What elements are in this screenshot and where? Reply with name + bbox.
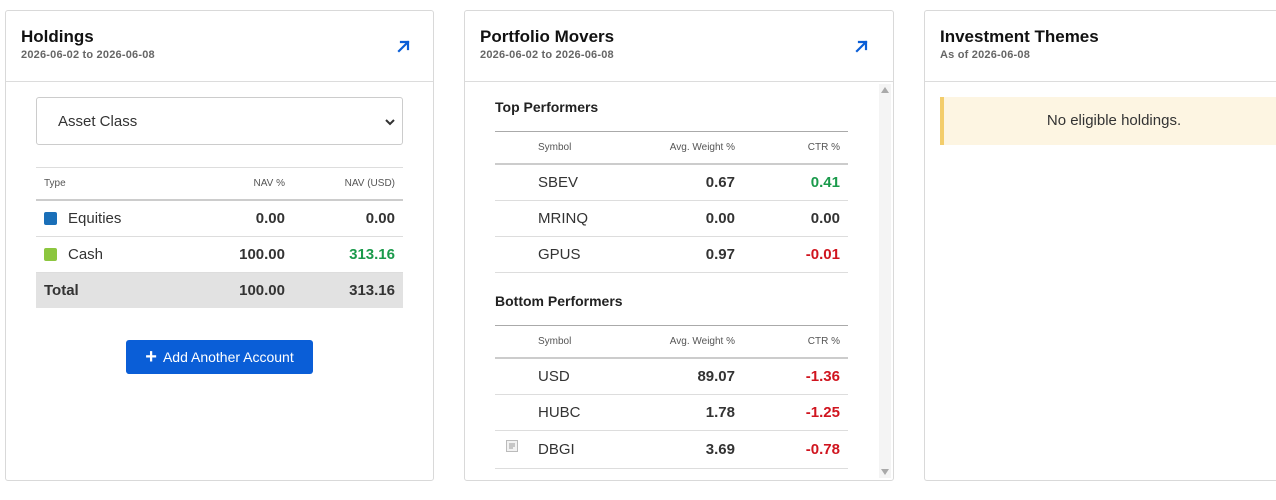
- equities-swatch: [44, 212, 57, 225]
- row-weight: 0.97: [705, 246, 735, 263]
- table-row: Equities 0.00 0.00: [36, 201, 403, 237]
- col-nav-pct: NAV %: [253, 178, 286, 189]
- bottom-performers-table: Symbol Avg. Weight % CTR % USD 89.07 -1.…: [495, 325, 848, 469]
- col-ctr: CTR %: [807, 142, 840, 153]
- row-ctr: -1.36: [805, 368, 840, 385]
- row-type: Cash: [68, 246, 104, 263]
- movers-date-range: 2026-06-02 to 2026-06-08: [480, 49, 614, 61]
- holdings-table-header: Type NAV % NAV (USD): [36, 167, 403, 201]
- row-symbol: USD: [538, 368, 570, 385]
- col-weight: Avg. Weight %: [669, 142, 735, 153]
- expand-arrow-icon[interactable]: [395, 37, 413, 55]
- col-ctr: CTR %: [807, 336, 840, 347]
- chevron-down-icon: [385, 119, 395, 126]
- row-nav-pct: 0.00: [255, 210, 285, 227]
- plus-icon: +: [145, 346, 157, 368]
- row-ctr: -0.78: [805, 441, 840, 458]
- top-performers-title: Top Performers: [495, 99, 599, 115]
- col-weight: Avg. Weight %: [669, 336, 735, 347]
- themes-as-of: As of 2026-06-08: [940, 49, 1031, 61]
- document-icon[interactable]: [506, 440, 518, 452]
- themes-card: Investment Themes As of 2026-06-08 No el…: [924, 10, 1276, 481]
- top-performers-table: Symbol Avg. Weight % CTR % SBEV 0.67 0.4…: [495, 131, 848, 273]
- table-row: DBGI 3.69 -0.78: [495, 431, 848, 469]
- scroll-up-icon[interactable]: [881, 87, 889, 93]
- row-nav-pct: 100.00: [239, 246, 285, 263]
- empty-message: No eligible holdings.: [1046, 112, 1182, 129]
- group-by-select[interactable]: Asset Class: [36, 97, 403, 145]
- movers-header: Portfolio Movers 2026-06-02 to 2026-06-0…: [465, 11, 893, 82]
- empty-notice: No eligible holdings.: [940, 97, 1276, 145]
- bottom-table-header: Symbol Avg. Weight % CTR %: [495, 326, 848, 359]
- col-nav-usd: NAV (USD): [344, 178, 395, 189]
- table-row: USD 89.07 -1.36: [495, 359, 848, 395]
- scroll-thumb[interactable]: [881, 98, 889, 464]
- total-nav-pct: 100.00: [239, 282, 285, 299]
- movers-scroll-area[interactable]: Top Performers Symbol Avg. Weight % CTR …: [465, 82, 878, 480]
- table-row: HUBC 1.78 -1.25: [495, 395, 848, 431]
- movers-title: Portfolio Movers: [480, 27, 615, 46]
- row-symbol: SBEV: [538, 174, 579, 191]
- table-row: Cash 100.00 313.16: [36, 237, 403, 273]
- table-row: MRINQ 0.00 0.00: [495, 201, 848, 237]
- themes-title: Investment Themes: [940, 27, 1099, 46]
- col-symbol: Symbol: [538, 142, 572, 153]
- col-type: Type: [44, 178, 66, 189]
- holdings-header: Holdings 2026-06-02 to 2026-06-08: [6, 11, 433, 82]
- table-row: GPUS 0.97 -0.01: [495, 237, 848, 273]
- total-label: Total: [44, 282, 79, 299]
- row-nav-usd: 313.16: [349, 246, 395, 263]
- themes-header: Investment Themes As of 2026-06-08: [925, 11, 1276, 82]
- row-weight: 0.67: [705, 174, 735, 191]
- row-type: Equities: [68, 210, 122, 227]
- row-nav-usd: 0.00: [365, 210, 395, 227]
- bottom-performers-title: Bottom Performers: [495, 293, 623, 309]
- row-ctr: 0.41: [810, 174, 840, 191]
- row-ctr: 0.00: [810, 210, 840, 227]
- expand-arrow-icon[interactable]: [853, 37, 871, 55]
- row-weight: 0.00: [705, 210, 735, 227]
- table-row: SBEV 0.67 0.41: [495, 165, 848, 201]
- cash-swatch: [44, 248, 57, 261]
- add-account-button[interactable]: + Add Another Account: [126, 340, 313, 374]
- movers-card: Portfolio Movers 2026-06-02 to 2026-06-0…: [464, 10, 894, 481]
- row-ctr: -1.25: [805, 404, 840, 421]
- group-by-value: Asset Class: [58, 113, 138, 130]
- row-symbol: GPUS: [538, 246, 581, 263]
- add-account-label: Add Another Account: [162, 349, 294, 365]
- row-weight: 1.78: [705, 404, 735, 421]
- holdings-table: Type NAV % NAV (USD) Equities 0.00 0.00 …: [36, 167, 403, 308]
- holdings-title: Holdings: [21, 27, 94, 46]
- row-symbol: HUBC: [538, 404, 581, 421]
- row-symbol: DBGI: [538, 441, 575, 458]
- row-weight: 3.69: [705, 441, 735, 458]
- row-symbol: MRINQ: [538, 210, 588, 227]
- movers-scrollbar[interactable]: [879, 84, 891, 478]
- row-ctr: -0.01: [805, 246, 840, 263]
- total-row: Total 100.00 313.16: [36, 273, 403, 308]
- total-nav-usd: 313.16: [349, 282, 395, 299]
- row-weight: 89.07: [697, 368, 735, 385]
- holdings-date-range: 2026-06-02 to 2026-06-08: [21, 49, 155, 61]
- scroll-down-icon[interactable]: [881, 469, 889, 475]
- top-table-header: Symbol Avg. Weight % CTR %: [495, 132, 848, 165]
- holdings-card: Holdings 2026-06-02 to 2026-06-08 Asset …: [5, 10, 434, 481]
- col-symbol: Symbol: [538, 336, 572, 347]
